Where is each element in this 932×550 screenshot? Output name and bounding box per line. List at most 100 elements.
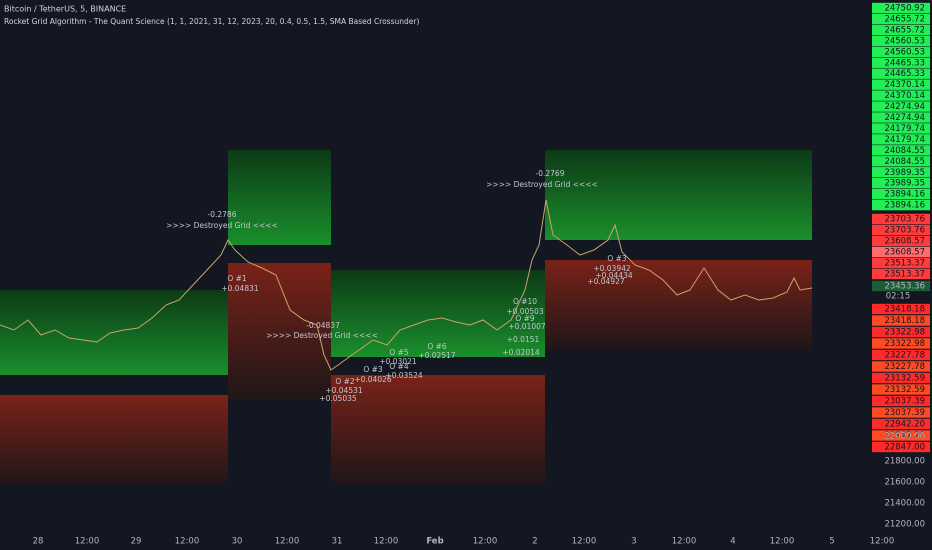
grid-level-label-box [872, 167, 930, 178]
trade-annotation: +0.04831 [221, 284, 259, 293]
grid-level-label-box [872, 188, 930, 200]
trade-annotation: +0.02517 [418, 351, 456, 360]
price-tick-label: 21400.00 [884, 499, 925, 509]
trade-annotation: +0.00503 [506, 307, 544, 316]
time-tick-label: Feb [426, 537, 443, 547]
grid-level-label: 22847.00 [884, 443, 925, 453]
grid-level-label: 23989.35 [884, 168, 925, 178]
sell-zone [228, 263, 331, 400]
grid-level-label: 23894.16 [884, 201, 925, 211]
price-tick-label: 22000.00 [884, 432, 925, 442]
grid-level-label: 24560.53 [884, 47, 925, 57]
trade-annotation: +0.04026 [354, 375, 392, 384]
grid-level-label-box [872, 441, 930, 453]
grid-level-label-box [872, 338, 930, 349]
grid-level-label: 24370.14 [884, 80, 925, 90]
time-tick-label: 29 [131, 537, 142, 547]
time-tick-label: 12:00 [870, 537, 895, 547]
grid-level-label: 23418.18 [884, 305, 925, 315]
time-tick-label: 12:00 [473, 537, 498, 547]
grid-level-label-box [872, 326, 930, 338]
grid-level-label-box [872, 407, 930, 418]
grid-level-label-box [872, 384, 930, 395]
time-tick-label: 12:00 [275, 537, 300, 547]
buy-zone [545, 150, 812, 240]
price-tick-label: 21200.00 [884, 520, 925, 530]
trade-annotation: +0.03524 [385, 371, 423, 380]
trade-annotation: -0.04837 [306, 321, 340, 330]
price-tick-label: 21800.00 [884, 457, 925, 467]
last-price-label-box [872, 280, 930, 292]
grid-level-label-box [872, 68, 930, 79]
grid-level-label-box [872, 145, 930, 156]
grid-level-label: 23132.59 [884, 374, 925, 384]
time-tick-label: 31 [332, 537, 343, 547]
trade-annotation: +0.03942 [593, 264, 631, 273]
sell-zone [331, 375, 545, 485]
trade-annotation: -0.2786 [208, 210, 237, 219]
grid-level-label: 23703.76 [884, 215, 925, 225]
trade-annotation: O #4 [389, 362, 409, 371]
time-tick-label: 12:00 [374, 537, 399, 547]
grid-level-label: 24655.72 [884, 14, 925, 24]
grid-level-label-box [872, 178, 930, 189]
last-price-label: 23453.36 [884, 282, 925, 292]
grid-level-label: 24655.72 [884, 25, 925, 35]
grid-zones [0, 150, 812, 485]
trade-annotation: >>>> Destroyed Grid <<<< [486, 180, 598, 189]
grid-level-label-box [872, 361, 930, 372]
grid-level-label: 23227.78 [884, 351, 925, 361]
symbol-title: Bitcoin / TetherUS, 5, BINANCE [4, 5, 126, 14]
trade-annotation: +0.02014 [502, 348, 540, 357]
grid-level-label-box [872, 13, 930, 25]
trade-annotation: +0.04434 [595, 271, 633, 280]
sell-zone [545, 260, 812, 350]
grid-level-label: 24274.94 [884, 113, 925, 123]
grid-level-label-box [872, 372, 930, 384]
trade-annotation: +0.01007 [508, 322, 546, 331]
grid-level-label-box [872, 213, 930, 225]
time-tick-label: 12:00 [175, 537, 200, 547]
time-tick-label: 12:00 [770, 537, 795, 547]
trade-annotation: O #2 [335, 377, 355, 386]
grid-level-label: 23322.98 [884, 339, 925, 349]
grid-level-label-box [872, 35, 930, 47]
trade-annotation: O #6 [427, 342, 447, 351]
countdown-label: 02:15 [886, 292, 911, 302]
grid-level-label: 22942.20 [884, 431, 925, 441]
grid-level-label-box [872, 395, 930, 407]
grid-level-label: 24560.53 [884, 36, 925, 46]
trade-annotation: O #3 [607, 254, 627, 263]
time-tick-label: 5 [829, 537, 834, 547]
grid-level-label: 23037.39 [884, 408, 925, 418]
grid-level-label: 23227.78 [884, 362, 925, 372]
trade-annotation: +0.03021 [379, 357, 417, 366]
trade-annotation: >>>> Destroyed Grid <<<< [166, 221, 278, 230]
grid-level-label-box [872, 315, 930, 326]
sell-zone [0, 395, 228, 485]
grid-level-label: 23418.18 [884, 316, 925, 326]
grid-level-label: 24084.55 [884, 146, 925, 156]
time-tick-label: 12:00 [572, 537, 597, 547]
grid-level-label: 24274.94 [884, 102, 925, 112]
time-tick-label: 12:00 [672, 537, 697, 547]
grid-level-label-box [872, 79, 930, 90]
price-line [0, 199, 813, 371]
grid-level-label-box [872, 101, 930, 112]
trade-annotation: O #5 [389, 348, 409, 357]
grid-level-label-box [872, 123, 930, 134]
trade-annotation: +0.04927 [587, 277, 625, 286]
grid-level-label-box [872, 57, 930, 68]
grid-level-label-box [872, 46, 930, 57]
buy-zone [228, 150, 331, 245]
grid-level-label: 23894.16 [884, 190, 925, 200]
grid-level-label: 24465.33 [884, 69, 925, 79]
grid-level-label-box [872, 156, 930, 167]
grid-level-label: 24750.92 [884, 4, 925, 14]
grid-level-label-box [872, 134, 930, 145]
grid-level-label: 24179.74 [884, 135, 925, 145]
time-tick-label: 3 [631, 537, 636, 547]
grid-level-label: 23513.37 [884, 270, 925, 280]
